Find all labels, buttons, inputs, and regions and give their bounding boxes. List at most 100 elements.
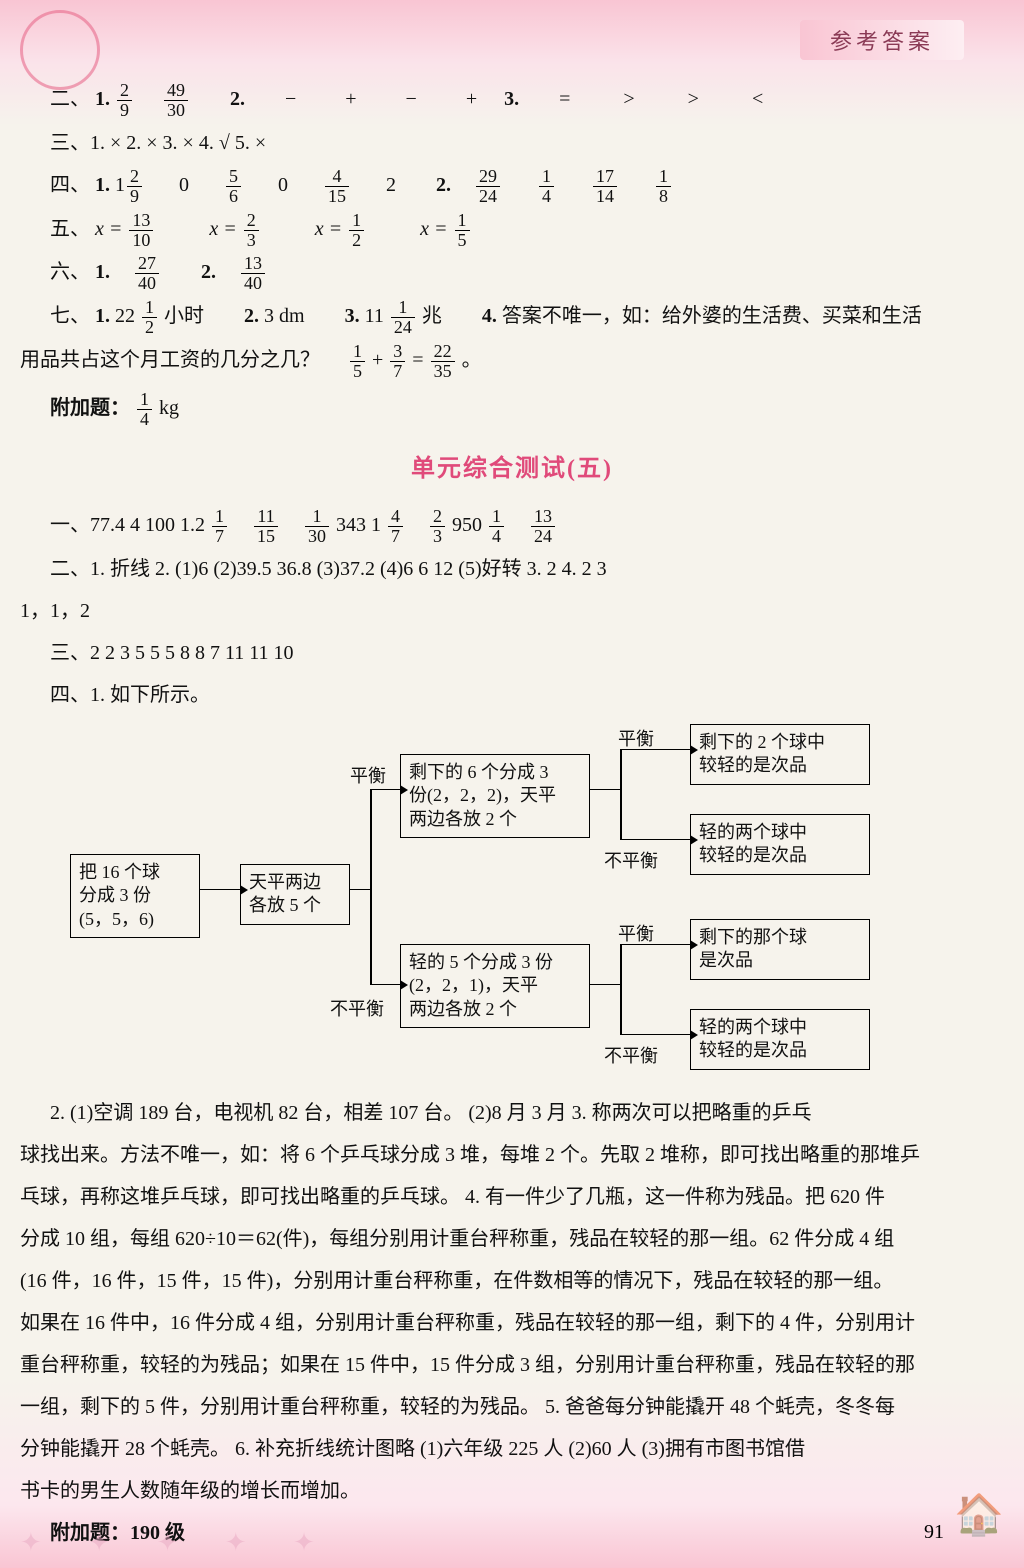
value: 11 bbox=[365, 305, 384, 327]
flow-edge bbox=[350, 889, 370, 891]
fraction: 1714 bbox=[593, 167, 617, 206]
value: 。 bbox=[462, 349, 482, 371]
fraction: 14 bbox=[489, 507, 504, 546]
para-line: 分钟能撬开 28 个蚝壳。 6. 补充折线统计图略 (1)六年级 225 人 (… bbox=[20, 1430, 974, 1468]
para-line: 球找出来。方法不唯一，如：将 6 个乒乓球分成 3 堆，每堆 2 个。先取 2 … bbox=[20, 1136, 974, 1174]
content-body: 二、 1. 29 4930 2. − + − + 3. = > > < 三、1.… bbox=[50, 80, 974, 1552]
value: 950 bbox=[452, 514, 487, 536]
flow-edge bbox=[590, 984, 620, 986]
num: 2. bbox=[244, 305, 259, 327]
fraction: 14 bbox=[539, 167, 554, 206]
num: 2. bbox=[436, 174, 451, 196]
num: 1. bbox=[95, 261, 110, 283]
flow-edge bbox=[200, 889, 240, 891]
fraction: 4930 bbox=[164, 81, 188, 120]
num: 1. bbox=[95, 305, 110, 327]
para-line: 乓球，再称这堆乒乓球，即可找出略重的乒乓球。 4. 有一件少了几瓶，这一件称为残… bbox=[20, 1178, 974, 1216]
header-tab: 参考答案 bbox=[800, 20, 964, 60]
fraction: 124 bbox=[391, 298, 415, 337]
var: x = bbox=[209, 218, 236, 240]
flow-label-balance: 平衡 bbox=[618, 722, 654, 756]
num: 3. bbox=[504, 88, 519, 110]
flow-label-unbalance: 不平衡 bbox=[330, 992, 384, 1026]
value: 0 bbox=[179, 174, 189, 196]
value: 2 bbox=[386, 174, 396, 196]
value: 343 1 bbox=[336, 514, 386, 536]
label: 二、 bbox=[50, 88, 90, 110]
para-line: 重台秤称重，较轻的为残品；如果在 15 件中，15 件分成 3 组，分别用计重台… bbox=[20, 1346, 974, 1384]
num: 3. bbox=[345, 305, 360, 327]
ans-line-5: 五、 x = 1310 x = 23 x = 12 x = 15 bbox=[50, 210, 974, 250]
num: 1. bbox=[95, 174, 110, 196]
flow-node-7: 剩下的那个球是次品 bbox=[690, 919, 870, 980]
num: 1. bbox=[95, 88, 110, 110]
fraction: 15 bbox=[350, 342, 365, 381]
page: 参考答案 二、 1. 29 4930 2. − + − + 3. = > > <… bbox=[0, 0, 1024, 1568]
fraction: 1310 bbox=[129, 211, 153, 250]
fraction: 12 bbox=[349, 211, 364, 250]
fraction: 23 bbox=[244, 211, 259, 250]
op: + bbox=[372, 349, 388, 371]
ans-line-6: 六、 1. 2740 2. 1340 bbox=[50, 253, 974, 293]
flow-edge bbox=[620, 944, 622, 1034]
ans-line-7-cont: 用品共占这个月工资的几分之几？ 15 + 37 = 2235 。 bbox=[20, 341, 974, 381]
flow-edge bbox=[620, 749, 622, 839]
fraction: 130 bbox=[305, 507, 329, 546]
value: 小时 bbox=[164, 305, 204, 327]
fraction: 2924 bbox=[476, 167, 500, 206]
decorative-stars-icon: ✦ ✦ ✦ ✦ ✦ bbox=[20, 1528, 335, 1558]
ans-line-7: 七、 1. 22 12 小时 2. 3 dm 3. 11 124 兆 4. 答案… bbox=[50, 297, 974, 337]
fraction: 2235 bbox=[431, 342, 455, 381]
var: x = bbox=[95, 218, 122, 240]
flowchart: 把 16 个球分成 3 份(5，5，6) 天平两边各放 5 个 剩下的 6 个分… bbox=[70, 724, 974, 1084]
fraction: 17 bbox=[212, 507, 227, 546]
label: 五、 bbox=[50, 218, 90, 240]
ans-line-4: 四、 1. 129 0 56 0 415 2 2. 2924 14 1714 1… bbox=[50, 166, 974, 206]
value: 兆 bbox=[422, 305, 442, 327]
para-line: 书卡的男生人数随年级的增长而增加。 bbox=[20, 1472, 974, 1510]
label: 六、 bbox=[50, 261, 90, 283]
value: = > > < bbox=[559, 88, 787, 110]
num: 2. bbox=[230, 88, 245, 110]
flow-label-unbalance: 不平衡 bbox=[604, 844, 658, 878]
flow-edge bbox=[370, 984, 400, 986]
fraction: 12 bbox=[142, 298, 157, 337]
t5-line-3: 三、2 2 3 5 5 5 8 8 7 11 11 10 bbox=[50, 634, 974, 672]
fraction: 29 bbox=[117, 81, 132, 120]
decorative-house-icon: 🏠 bbox=[954, 1491, 1004, 1538]
value: − + − + bbox=[285, 88, 499, 110]
fraction: 1324 bbox=[531, 507, 555, 546]
t5-line-2b: 1，1，2 bbox=[20, 592, 974, 630]
flow-label-balance: 平衡 bbox=[618, 917, 654, 951]
fraction: 29 bbox=[127, 167, 142, 206]
t5-line-4: 四、1. 如下所示。 bbox=[50, 676, 974, 714]
ans-line-2: 二、 1. 29 4930 2. − + − + 3. = > > < bbox=[50, 80, 974, 120]
var: x = bbox=[420, 218, 447, 240]
fraction: 1115 bbox=[254, 507, 278, 546]
fraction: 37 bbox=[390, 342, 405, 381]
para-line: 一组，剩下的 5 件，分别用计重台秤称重，较轻的为残品。 5. 爸爸每分钟能撬开… bbox=[20, 1388, 974, 1426]
value: kg bbox=[159, 397, 179, 419]
para-line: (16 件，16 件，15 件，15 件)，分别用计重台秤称重，在件数相等的情况… bbox=[20, 1262, 974, 1300]
var: x = bbox=[315, 218, 342, 240]
fraction: 47 bbox=[388, 507, 403, 546]
para-line: 如果在 16 件中，16 件分成 4 组，分别用计重台秤称重，残品在较轻的那一组… bbox=[20, 1304, 974, 1342]
op: = bbox=[412, 349, 428, 371]
t5-line-2: 二、1. 折线 2. (1)6 (2)39.5 36.8 (3)37.2 (4)… bbox=[50, 550, 974, 588]
ans-line-3: 三、1. × 2. × 3. × 4. √ 5. × bbox=[50, 124, 974, 162]
flow-edge bbox=[370, 789, 372, 984]
num: 2. bbox=[201, 261, 216, 283]
fraction: 18 bbox=[656, 167, 671, 206]
value: 22 bbox=[115, 305, 135, 327]
fraction: 15 bbox=[455, 211, 470, 250]
flow-node-4: 轻的 5 个分成 3 份(2，2，1)，天平两边各放 2 个 bbox=[400, 944, 590, 1028]
flow-node-1: 把 16 个球分成 3 份(5，5，6) bbox=[70, 854, 200, 938]
fraction: 1340 bbox=[241, 254, 265, 293]
fraction: 56 bbox=[226, 167, 241, 206]
flow-edge bbox=[620, 1034, 690, 1036]
value: 用品共占这个月工资的几分之几？ bbox=[20, 349, 320, 371]
bonus-label: 附加题： bbox=[50, 397, 130, 419]
para-line: 2. (1)空调 189 台，电视机 82 台，相差 107 台。 (2)8 月… bbox=[50, 1094, 974, 1132]
label: 四、 bbox=[50, 174, 90, 196]
fraction: 2740 bbox=[135, 254, 159, 293]
